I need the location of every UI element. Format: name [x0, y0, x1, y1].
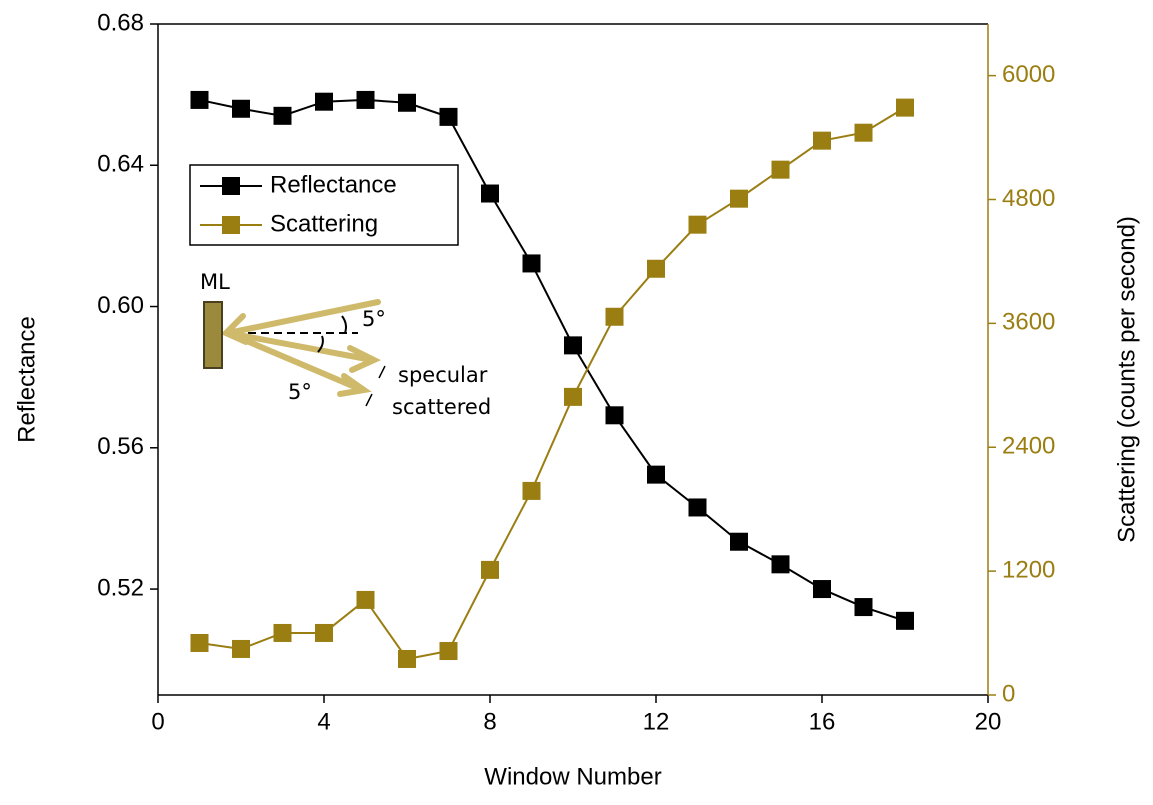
marker	[191, 91, 209, 109]
annotation: 5°	[288, 380, 312, 404]
x-tick-label: 20	[975, 708, 1002, 735]
marker	[315, 624, 333, 642]
marker	[315, 93, 333, 111]
slash	[379, 366, 385, 378]
marker	[689, 216, 707, 234]
marker	[398, 650, 416, 668]
y2-tick-label: 2400	[1002, 433, 1055, 460]
inset-diagram: ML 5° 5° specular scattered	[200, 270, 491, 419]
y-tick-label: 0.68	[97, 9, 144, 36]
x-tick-label: 16	[809, 708, 836, 735]
marker	[772, 161, 790, 179]
x-tick-label: 4	[317, 708, 330, 735]
marker	[523, 482, 541, 500]
slash	[366, 394, 372, 406]
legend-marker	[222, 177, 240, 195]
legend: Reflectance Scattering	[190, 165, 458, 245]
marker	[813, 132, 831, 150]
y2-tick-label: 3600	[1002, 309, 1055, 336]
marker	[440, 108, 458, 126]
annotation: specular	[398, 363, 488, 387]
marker	[647, 466, 665, 484]
marker	[232, 640, 250, 658]
marker	[855, 598, 873, 616]
marker	[440, 642, 458, 660]
marker	[689, 498, 707, 516]
marker	[398, 94, 416, 112]
y-tick-label: 0.52	[97, 574, 144, 601]
annotation: ML	[200, 270, 230, 294]
annotation: scattered	[392, 395, 491, 419]
marker	[772, 555, 790, 573]
x-axis-label: Window Number	[484, 763, 661, 790]
marker	[606, 308, 624, 326]
marker	[813, 580, 831, 598]
y2-axis-label: Scattering (counts per second)	[1113, 216, 1140, 543]
marker	[481, 561, 499, 579]
marker	[564, 388, 582, 406]
y-tick-label: 0.60	[97, 292, 144, 319]
legend-marker	[222, 216, 240, 234]
marker	[647, 260, 665, 278]
marker	[481, 185, 499, 203]
x-tick-label: 8	[483, 708, 496, 735]
y2-tick-label: 1200	[1002, 556, 1055, 583]
y2-tick-label: 4800	[1002, 185, 1055, 212]
x-tick-label: 12	[643, 708, 670, 735]
marker	[232, 100, 250, 118]
y2-tick-label: 0	[1002, 680, 1015, 707]
y2-tick-label: 6000	[1002, 61, 1055, 88]
marker	[730, 533, 748, 551]
marker	[191, 634, 209, 652]
legend-label: Reflectance	[270, 171, 397, 198]
marker	[855, 124, 873, 142]
marker	[564, 336, 582, 354]
legend-label: Scattering	[270, 210, 378, 237]
marker	[357, 91, 375, 109]
multilayer	[204, 302, 222, 368]
marker	[730, 190, 748, 208]
marker	[896, 99, 914, 117]
marker	[896, 612, 914, 630]
marker	[606, 406, 624, 424]
annotation: 5°	[362, 307, 386, 331]
marker	[274, 107, 292, 125]
marker	[357, 591, 375, 609]
y-tick-label: 0.56	[97, 433, 144, 460]
y-tick-label: 0.64	[97, 151, 144, 178]
marker	[274, 624, 292, 642]
chart: ML 5° 5° specular scattered 0 4 8 12 16 20 0.5…	[0, 0, 1153, 800]
y-axis-label: Reflectance	[13, 316, 40, 443]
x-tick-label: 0	[151, 708, 164, 735]
angle-arc	[342, 316, 346, 333]
marker	[523, 254, 541, 272]
